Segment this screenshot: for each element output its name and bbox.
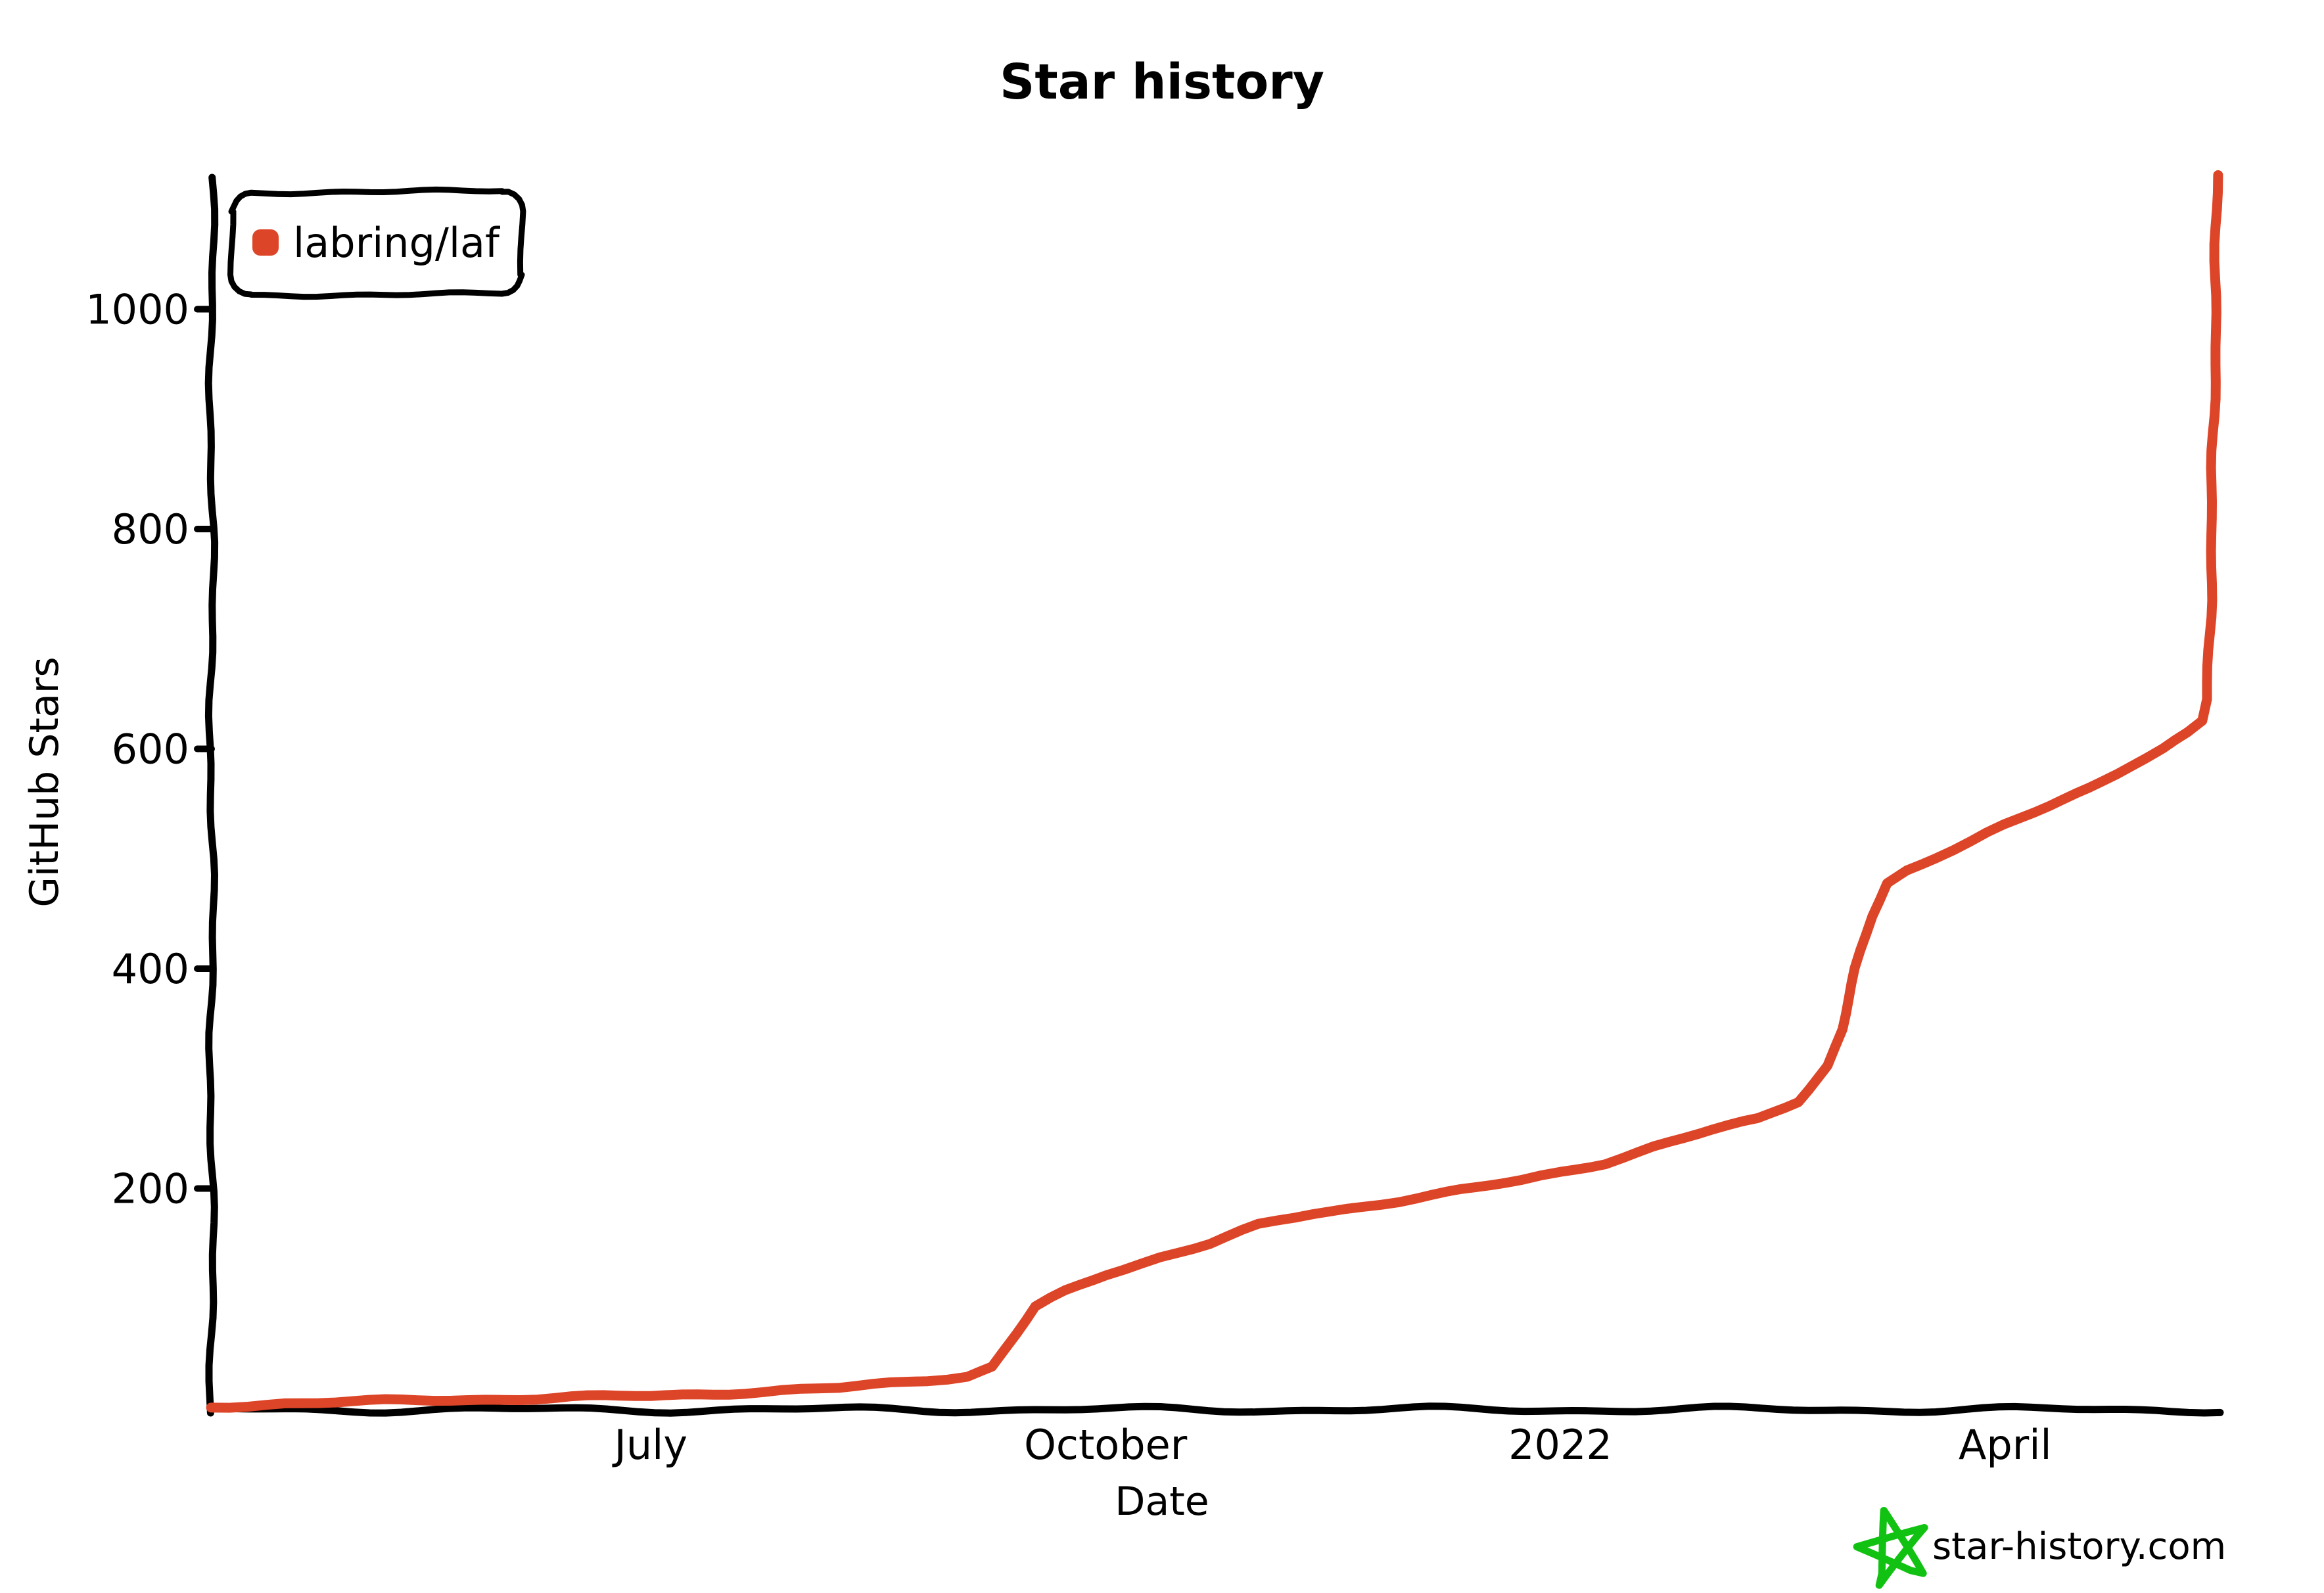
series-line-labring-laf: [206, 170, 2223, 1413]
x-tick-label: April: [1959, 1421, 2052, 1469]
y-tick-label: 800: [112, 505, 189, 553]
y-tick-label: 200: [112, 1165, 189, 1213]
x-axis-title: Date: [1115, 1479, 1209, 1525]
legend-label: labring/laf: [293, 219, 501, 267]
y-tick-label: 600: [112, 726, 189, 773]
y-axis-title: GitHub Stars: [22, 657, 68, 907]
y-tick-label: 1000: [85, 286, 189, 334]
chart-draw-layer: [194, 170, 2224, 1589]
legend: labring/laf: [252, 219, 501, 267]
legend-marker: [252, 229, 279, 256]
x-tick-label: July: [612, 1421, 688, 1469]
x-tick-label: 2022: [1508, 1421, 1612, 1469]
x-axis-line: [208, 1402, 2224, 1417]
star-icon: [1853, 1507, 1928, 1589]
y-axis-line: [204, 173, 219, 1417]
watermark: star-history.com: [1932, 1525, 2226, 1568]
chart-title: Star history: [1000, 54, 1324, 110]
legend-box: [227, 186, 526, 300]
watermark-text: star-history.com: [1932, 1525, 2226, 1568]
x-tick-label: October: [1024, 1421, 1188, 1469]
y-tick-label: 400: [112, 945, 189, 993]
tick-labels: 200 400 600 800 1000 July October 2022 April: [85, 286, 2051, 1469]
